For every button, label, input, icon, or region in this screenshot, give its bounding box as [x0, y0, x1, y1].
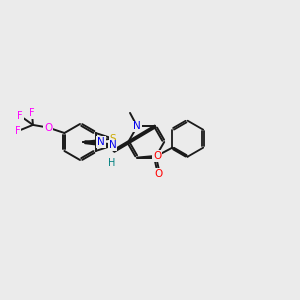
Text: N: N [109, 140, 117, 150]
Text: N: N [97, 137, 105, 147]
Text: N: N [133, 122, 141, 131]
Text: O: O [153, 151, 161, 161]
Text: F: F [29, 108, 35, 118]
Text: F: F [17, 111, 23, 121]
Text: F: F [15, 126, 20, 136]
Text: O: O [155, 169, 163, 179]
Text: O: O [44, 123, 52, 133]
Text: H: H [108, 158, 116, 168]
Text: S: S [110, 134, 116, 144]
